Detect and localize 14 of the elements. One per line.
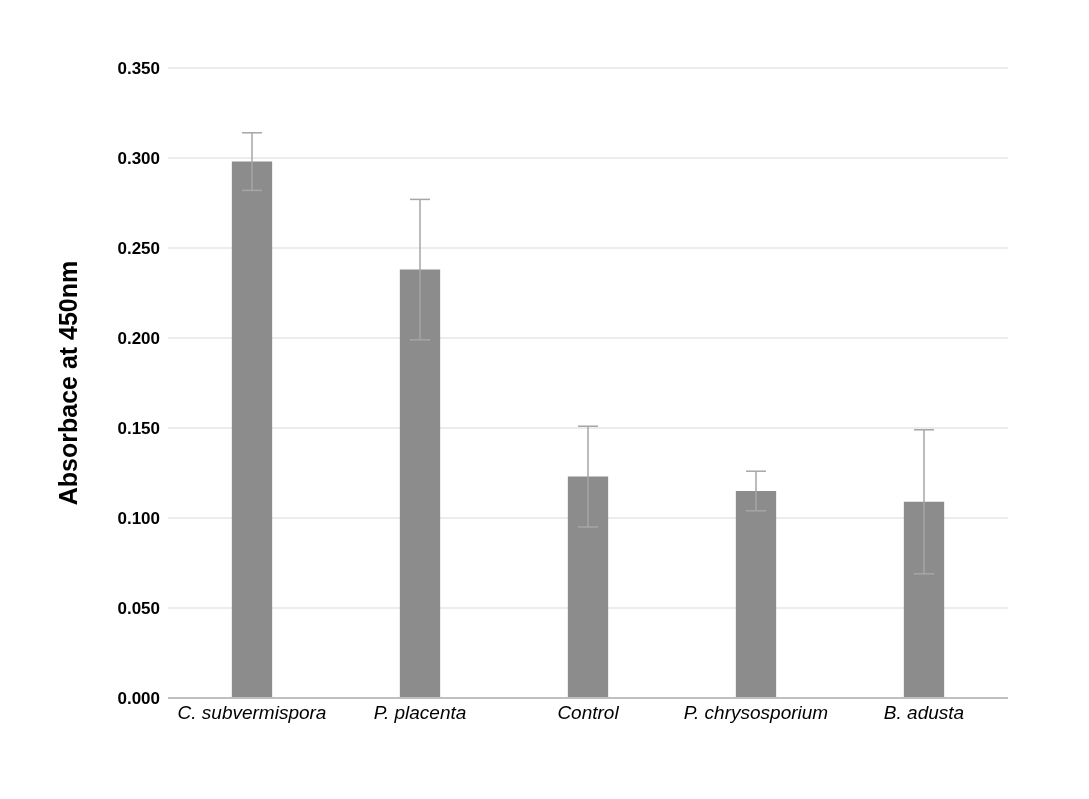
y-tick-label: 0.250: [117, 239, 160, 259]
y-tick-label: 0.200: [117, 329, 160, 349]
y-tick-label: 0.300: [117, 149, 160, 169]
y-tick-label: 0.000: [117, 689, 160, 709]
y-tick-label: 0.050: [117, 599, 160, 619]
x-tick-label: C. subvermispora: [177, 702, 327, 724]
y-tick-label: 0.350: [117, 59, 160, 79]
y-tick-label: 0.100: [117, 509, 160, 529]
y-axis-title: Absorbace at 450nm: [53, 260, 82, 506]
x-tick-label: P. chrysosporium: [683, 702, 829, 724]
y-tick-label: 0.150: [117, 419, 160, 439]
x-tick-label: P. placenta: [373, 702, 467, 724]
x-tick-label: Control: [557, 702, 620, 724]
x-tick-label: B. adusta: [883, 702, 965, 724]
